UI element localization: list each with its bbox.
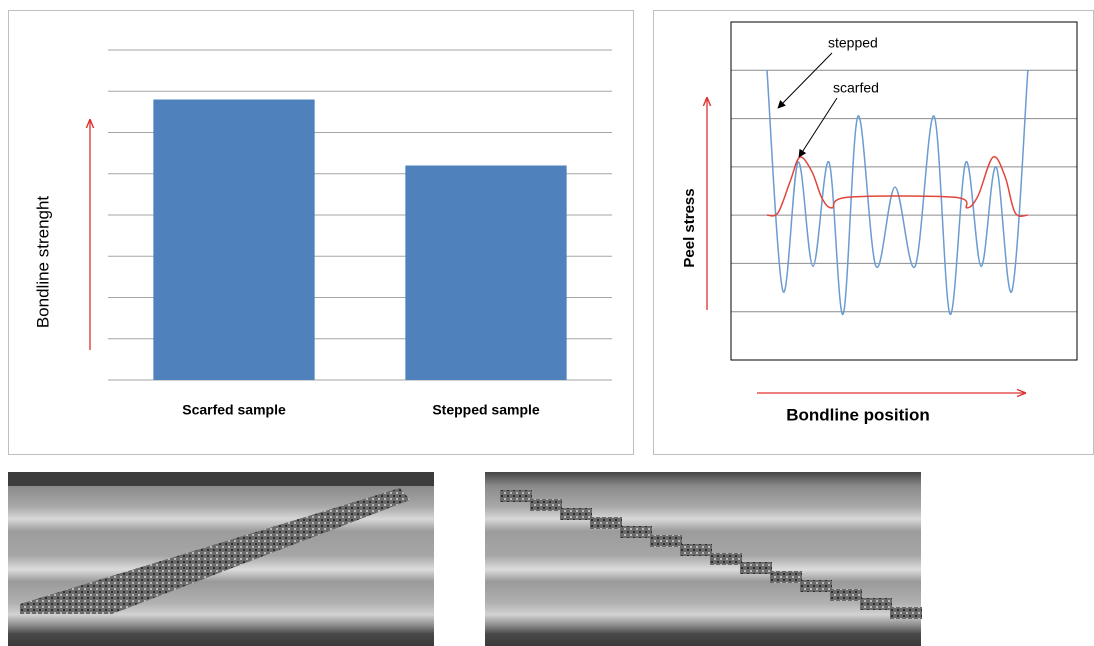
step bbox=[830, 589, 862, 601]
annotation-arrow bbox=[799, 98, 837, 157]
annotation: scarfed bbox=[833, 80, 879, 96]
step bbox=[560, 508, 592, 520]
step bbox=[680, 544, 712, 556]
step bbox=[800, 580, 832, 592]
x-tick-label: Scarfed sample bbox=[182, 402, 286, 418]
micrograph-scarfed bbox=[8, 472, 434, 646]
x-tick-label: Stepped sample bbox=[432, 402, 540, 418]
micrograph-stepped bbox=[485, 472, 922, 646]
step bbox=[650, 535, 682, 547]
line-series bbox=[767, 70, 1028, 314]
step bbox=[890, 607, 922, 619]
y-axis-label: Bondline strenght bbox=[33, 196, 52, 329]
x-axis-label: Bondline position bbox=[786, 405, 930, 424]
bar bbox=[405, 166, 566, 381]
step bbox=[710, 553, 742, 565]
step bbox=[740, 562, 772, 574]
step bbox=[860, 598, 892, 610]
step bbox=[770, 571, 802, 583]
annotation: stepped bbox=[828, 35, 878, 51]
annotation-arrow bbox=[778, 53, 832, 108]
step bbox=[500, 490, 532, 502]
plot-border bbox=[731, 22, 1077, 360]
figure: Scarfed sample Stepped sample Bondline str… bbox=[0, 0, 1094, 646]
step bbox=[620, 526, 652, 538]
step bbox=[590, 517, 622, 529]
bar bbox=[153, 100, 314, 381]
y-axis-label: Peel stress bbox=[681, 188, 698, 267]
step bbox=[530, 499, 562, 511]
page: Scarfed sample Stepped sample Bondline str… bbox=[0, 0, 1094, 646]
